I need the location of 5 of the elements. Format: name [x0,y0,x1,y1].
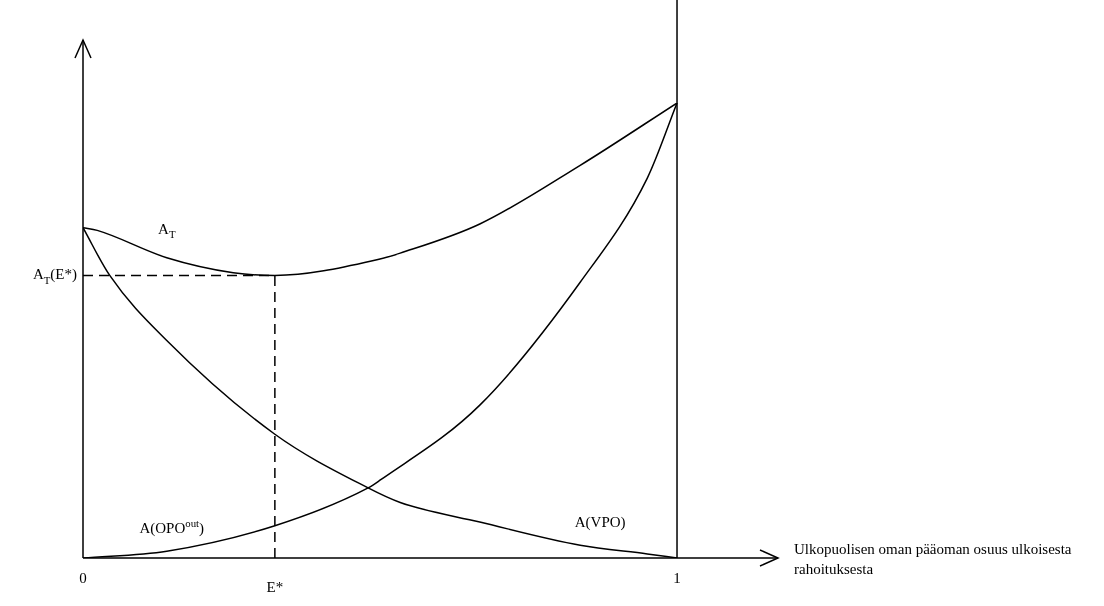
x-axis-title: Ulkopuolisen oman pääoman osuus ulkoisesta rahoituksesta [794,540,1072,577]
series-label: A(VPO) [574,514,626,532]
x-tick-label: 1 [673,569,681,586]
x-tick-label: 0 [79,569,87,586]
ref-line-label: E* [266,578,284,595]
